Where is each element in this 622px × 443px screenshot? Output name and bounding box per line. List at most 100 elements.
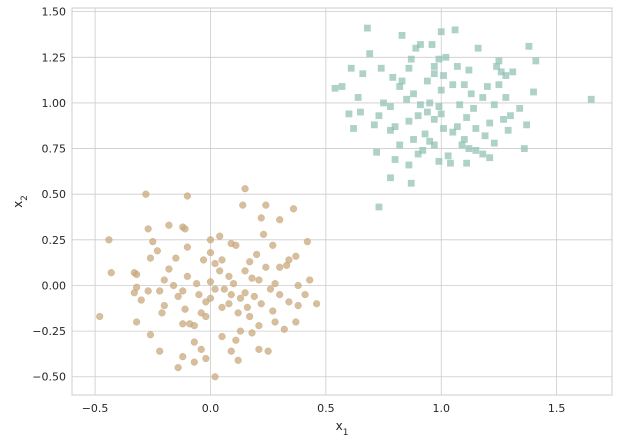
data-point-circle (206, 248, 215, 257)
data-point-circle (294, 301, 302, 310)
data-point-circle (276, 263, 284, 271)
data-point-circle (105, 236, 113, 244)
data-point-circle (174, 363, 182, 372)
data-point-square (523, 121, 531, 129)
data-point-square (338, 83, 346, 90)
data-point-square (440, 125, 447, 132)
y-tick-label: 0.25 (42, 234, 67, 247)
data-point-square (417, 41, 424, 48)
data-point-circle (227, 290, 235, 299)
data-point-circle (234, 309, 242, 317)
data-point-square (396, 83, 404, 90)
data-point-square (495, 57, 503, 65)
data-point-circle (160, 276, 168, 284)
data-point-square (345, 110, 353, 118)
data-point-circle (306, 276, 314, 284)
data-point-circle (218, 332, 226, 341)
data-point-square (375, 112, 383, 120)
data-point-circle (107, 269, 115, 277)
data-point-circle (146, 331, 155, 339)
data-point-circle (312, 300, 321, 308)
data-point-circle (132, 318, 141, 326)
data-point-square (357, 108, 364, 116)
data-point-circle (156, 347, 164, 355)
data-point-circle (269, 307, 277, 315)
data-point-square (435, 103, 443, 110)
data-point-circle (169, 281, 178, 290)
data-point-square (403, 95, 411, 103)
data-point-circle (181, 305, 189, 313)
data-point-square (417, 101, 424, 109)
data-point-square (423, 108, 431, 116)
data-point-square (428, 41, 436, 48)
series-1 (331, 24, 595, 211)
data-point-circle (183, 192, 192, 200)
data-point-circle (269, 241, 277, 249)
data-point-circle (271, 279, 279, 288)
data-point-circle (252, 250, 261, 259)
data-point-circle (165, 221, 173, 229)
data-point-circle (195, 290, 203, 299)
data-point-circle (132, 270, 141, 279)
data-point-circle (197, 345, 205, 354)
data-point-circle (276, 290, 284, 299)
data-point-square (447, 159, 454, 167)
data-point-circle (211, 373, 219, 381)
data-point-circle (294, 281, 302, 290)
data-point-circle (262, 263, 270, 271)
x-axis-label-sub: 1 (343, 428, 349, 438)
data-point-square (449, 128, 457, 136)
data-point-circle (96, 312, 104, 321)
data-point-circle (183, 243, 192, 251)
data-point-circle (255, 276, 263, 284)
data-point-circle (255, 321, 263, 330)
data-point-square (387, 103, 394, 110)
data-point-square (467, 90, 475, 98)
data-point-circle (264, 347, 272, 355)
x-axis-label: x1 (336, 419, 349, 438)
y-tick-label: −0.25 (32, 325, 66, 338)
data-point-square (490, 139, 498, 147)
data-point-square (507, 112, 514, 120)
data-point-square (525, 42, 533, 50)
data-point-square (465, 145, 473, 152)
data-point-circle (202, 298, 210, 306)
data-point-circle (241, 185, 249, 193)
data-point-square (410, 136, 417, 143)
data-point-square (437, 28, 445, 36)
data-point-square (398, 77, 406, 85)
data-point-circle (181, 225, 189, 233)
data-point-square (472, 146, 480, 154)
data-point-square (453, 63, 461, 70)
data-point-circle (206, 278, 215, 286)
data-point-square (387, 126, 394, 134)
data-point-circle (160, 301, 168, 310)
data-point-square (460, 81, 468, 89)
data-point-square (437, 86, 445, 94)
data-point-square (407, 55, 415, 63)
data-point-square (463, 114, 471, 121)
data-point-circle (144, 287, 152, 295)
data-point-circle (202, 354, 210, 363)
data-point-square (587, 95, 595, 103)
data-point-circle (227, 347, 235, 355)
data-point-square (414, 150, 422, 158)
y-tick-label: 0.75 (42, 143, 67, 156)
data-point-circle (232, 241, 240, 249)
data-point-square (391, 156, 399, 163)
data-point-square (410, 90, 417, 98)
data-point-square (435, 55, 443, 63)
data-point-circle (211, 285, 219, 293)
data-point-circle (153, 247, 162, 255)
data-point-square (532, 57, 540, 65)
data-point-circle (289, 205, 298, 213)
data-point-circle (248, 329, 256, 337)
data-point-circle (236, 294, 245, 302)
data-point-circle (142, 190, 150, 198)
data-point-square (509, 68, 517, 76)
x-tick-labels: −0.5 0.0 0.5 1.0 1.5 (82, 402, 566, 415)
data-point-circle (149, 238, 157, 246)
data-point-circle (190, 358, 198, 366)
data-point-circle (250, 292, 258, 301)
